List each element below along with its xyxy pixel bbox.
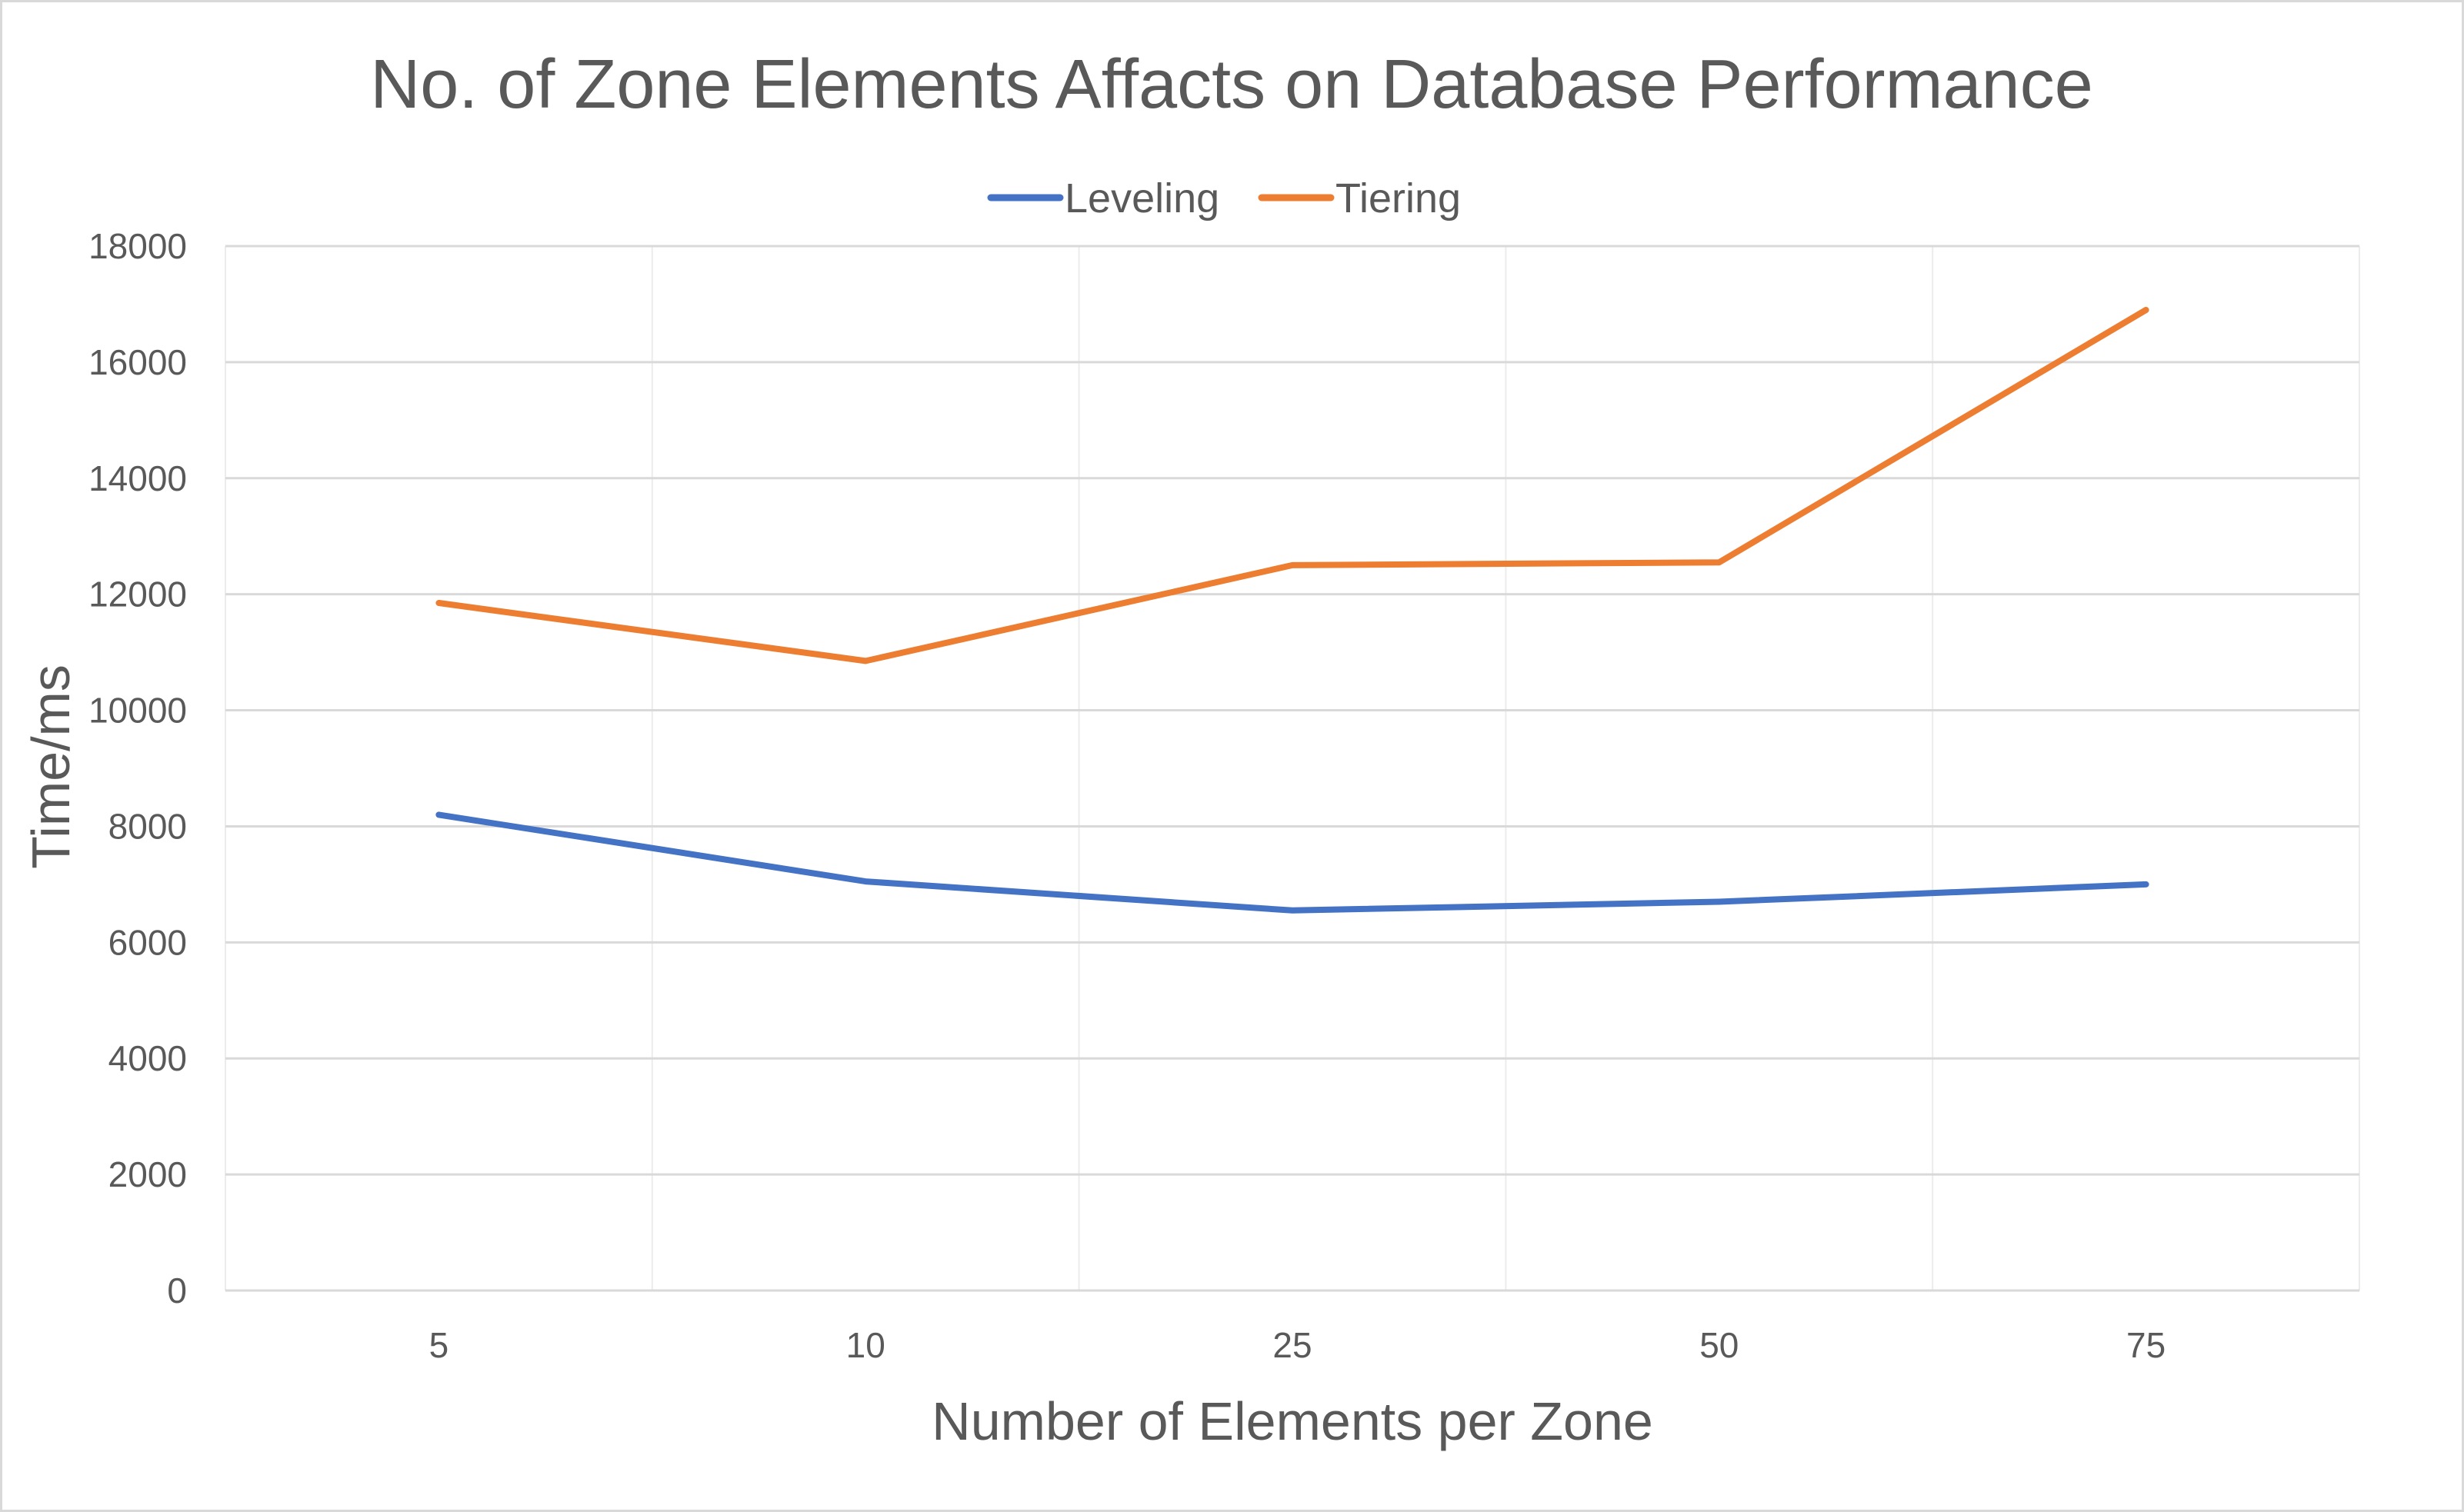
y-tick-label: 12000 — [88, 574, 187, 614]
x-axis-ticks: 5 10 25 50 75 — [429, 1325, 2166, 1365]
x-tick-label: 25 — [1272, 1325, 1312, 1365]
legend-item-leveling: Leveling — [987, 175, 1219, 221]
x-tick-label: 10 — [846, 1325, 885, 1365]
y-tick-label: 4000 — [108, 1038, 187, 1078]
x-axis-title: Number of Elements per Zone — [932, 1391, 1653, 1451]
plot-series — [435, 307, 2149, 914]
y-axis-ticks: 0 2000 4000 6000 8000 10000 12000 14000 16000 180… — [88, 226, 187, 1311]
y-tick-label: 14000 — [88, 458, 187, 498]
gridlines — [225, 245, 2360, 1292]
y-tick-label: 10000 — [88, 691, 187, 731]
x-tick-label: 5 — [429, 1325, 449, 1365]
y-tick-label: 18000 — [88, 226, 187, 266]
y-axis-title: Time/ms — [21, 664, 81, 869]
y-tick-label: 8000 — [108, 806, 187, 846]
legend-label-tiering: Tiering — [1335, 175, 1461, 221]
series-line-tiering — [435, 307, 2149, 664]
chart-title: No. of Zone Elements Affacts on Database… — [370, 46, 2093, 123]
y-tick-label: 2000 — [108, 1154, 187, 1194]
y-tick-label: 16000 — [88, 342, 187, 382]
legend-item-tiering: Tiering — [1258, 175, 1461, 221]
y-tick-label: 6000 — [108, 922, 187, 962]
legend: Leveling Tiering — [987, 175, 1461, 221]
y-tick-label: 0 — [167, 1271, 187, 1311]
series-line-leveling — [435, 811, 2149, 914]
x-tick-label: 50 — [1699, 1325, 1739, 1365]
x-tick-label: 75 — [2126, 1325, 2166, 1365]
legend-label-leveling: Leveling — [1065, 175, 1219, 221]
